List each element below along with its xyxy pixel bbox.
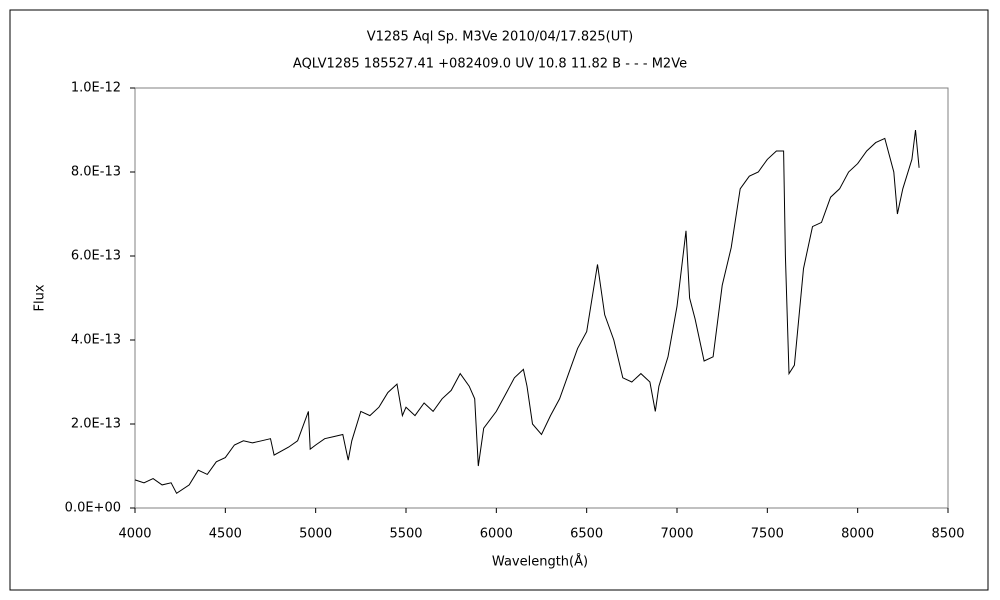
x-tick-label: 5500	[389, 527, 422, 542]
x-tick-label: 6000	[480, 527, 513, 542]
chart-title: V1285 Aql Sp. M3Ve 2010/04/17.825(UT)	[367, 30, 634, 45]
x-tick-label: 6500	[570, 527, 603, 542]
x-tick-label: 8500	[931, 527, 964, 542]
y-tick-label: 4.0E-13	[71, 333, 121, 348]
y-axis-label: Flux	[33, 284, 48, 311]
x-tick-label: 8000	[841, 527, 874, 542]
y-tick-label: 1.0E-12	[71, 81, 121, 96]
x-tick-label: 4000	[118, 527, 151, 542]
x-axis-label: Wavelength(Å)	[492, 554, 588, 570]
y-tick-label: 6.0E-13	[71, 249, 121, 264]
x-tick-label: 5000	[299, 527, 332, 542]
chart-subtitle: AQLV1285 185527.41 +082409.0 UV 10.8 11.…	[293, 57, 687, 72]
plot-area	[134, 87, 949, 509]
spectrum-line	[134, 129, 920, 495]
y-tick-label: 0.0E+00	[65, 501, 121, 516]
y-tick-label: 2.0E-13	[71, 417, 121, 432]
y-tick-label: 8.0E-13	[71, 165, 121, 180]
x-tick-label: 4500	[209, 527, 242, 542]
x-tick-label: 7500	[751, 527, 784, 542]
x-tick-label: 7000	[660, 527, 693, 542]
